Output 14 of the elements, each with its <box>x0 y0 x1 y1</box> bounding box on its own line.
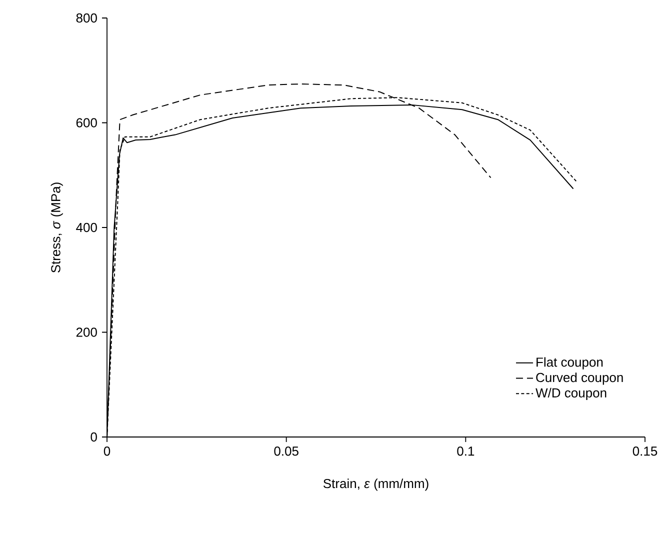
y-tick-label: 800 <box>76 13 97 23</box>
y-tick-label: 400 <box>76 222 97 232</box>
legend-label: W/D coupon <box>536 388 606 400</box>
y-tick-label: 0 <box>90 432 97 442</box>
x-tick-label: 0.15 <box>632 446 658 456</box>
y-axis-title: Stress, σ (MPa) <box>50 182 63 273</box>
legend-label: Curved coupon <box>536 372 623 385</box>
x-axis-title: Strain, ε (mm/mm) <box>323 478 428 491</box>
x-tick-label: 0.1 <box>457 446 474 456</box>
legend-label: Flat coupon <box>536 357 603 370</box>
y-tick-label: 200 <box>76 328 97 337</box>
x-tick-label: 0 <box>104 446 110 456</box>
y-tick-label: 600 <box>76 118 97 128</box>
x-tick-label: 0.05 <box>274 446 298 456</box>
